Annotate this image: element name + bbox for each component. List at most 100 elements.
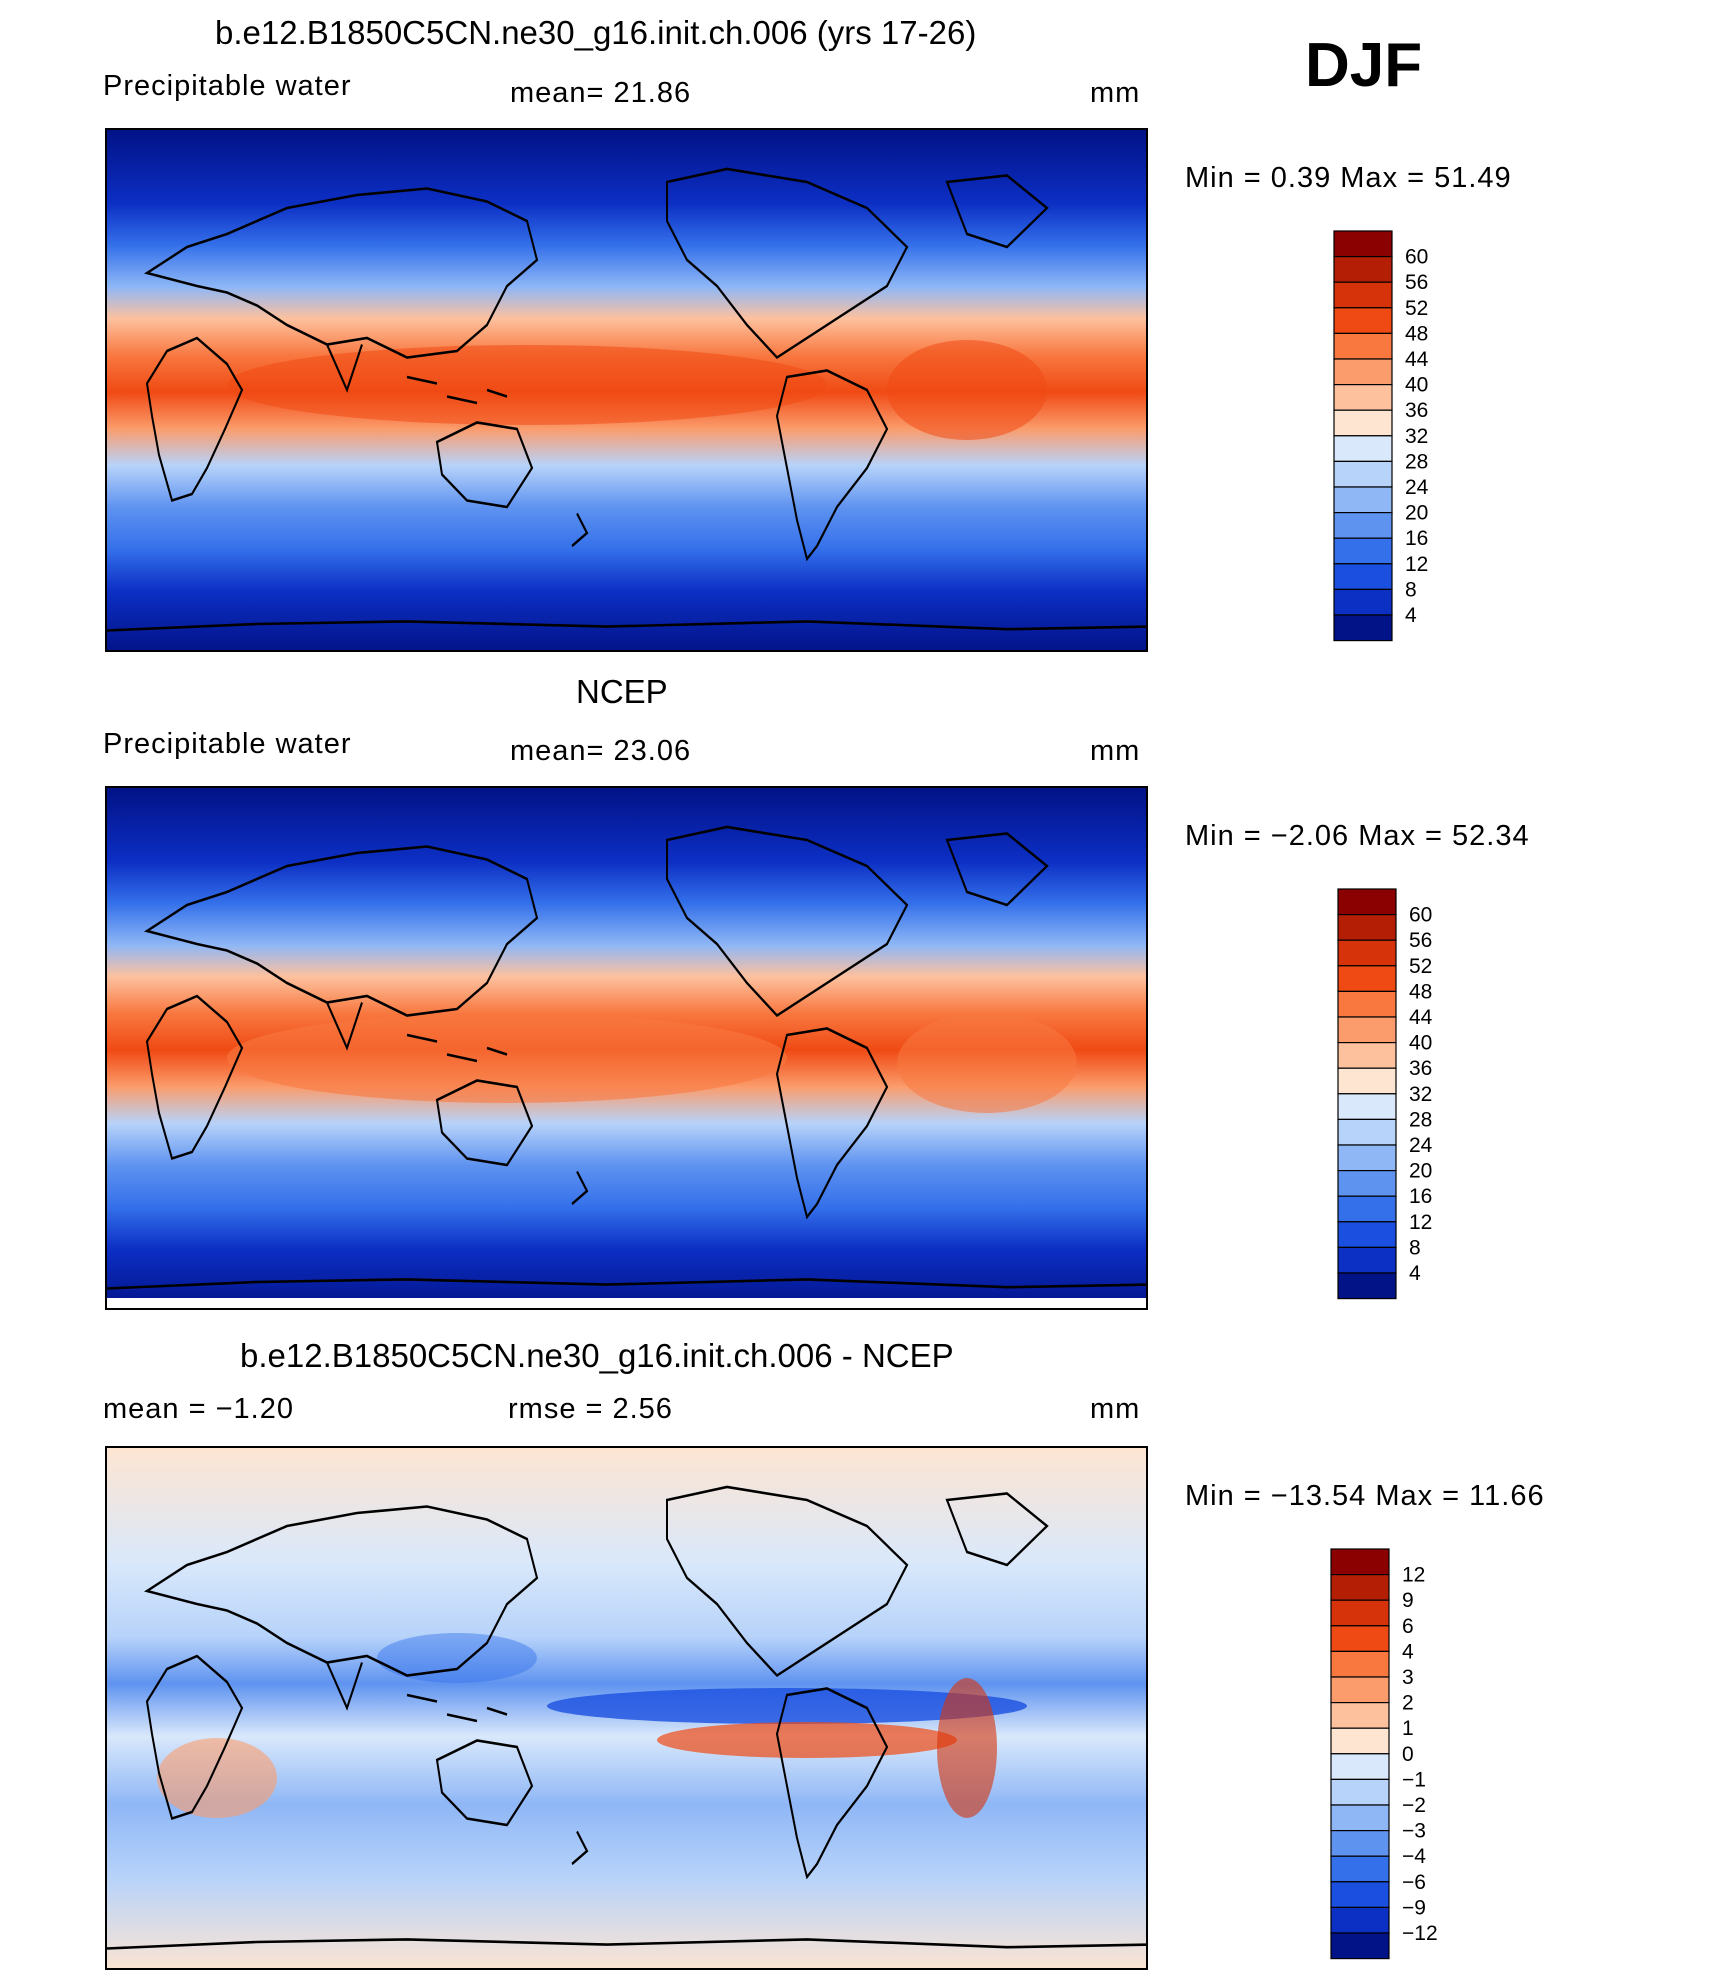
panel-1-colorbar-tick-label: 40 xyxy=(1405,374,1428,397)
panel-3-colorbar-swatch xyxy=(1330,1599,1390,1627)
panel-1-colorbar-tick-label: 4 xyxy=(1405,604,1417,627)
panel-3-colorbar-swatch xyxy=(1330,1804,1390,1832)
panel-1-colorbar-swatch xyxy=(1333,409,1393,437)
panel-3-colorbar-swatch xyxy=(1330,1932,1390,1960)
panel-2-variable-label: Precipitable water xyxy=(103,728,352,760)
panel-1-colorbar-swatch xyxy=(1333,281,1393,309)
panel-2-colorbar-swatch xyxy=(1337,1093,1397,1121)
panel-1-colorbar-swatch xyxy=(1333,512,1393,539)
season-label: DJF xyxy=(1305,31,1423,100)
panel-2-colorbar-swatch xyxy=(1337,1221,1397,1248)
panel-2-colorbar-swatch xyxy=(1337,1170,1397,1197)
panel-2-colorbar-swatch xyxy=(1337,914,1397,941)
panel-2-title: NCEP xyxy=(576,673,668,710)
panel-3-colorbar-tick-label: −12 xyxy=(1402,1922,1438,1945)
panel-3-colorbar-swatch xyxy=(1330,1855,1390,1883)
panel-3-colorbar-tick-label: −4 xyxy=(1402,1845,1426,1868)
panel-2-colorbar-swatch xyxy=(1337,1118,1397,1146)
panel-2-colorbar-tick-label: 12 xyxy=(1409,1211,1432,1234)
panel-2-colorbar-tick-label: 16 xyxy=(1409,1185,1432,1208)
panel-1-colorbar-swatch xyxy=(1333,256,1393,283)
panel-2-colorbar-swatch xyxy=(1337,939,1397,967)
panel-3-colorbar-tick-label: −1 xyxy=(1402,1768,1426,1791)
panel-2-colorbar-swatch xyxy=(1337,1067,1397,1095)
panel-3-colorbar-tick-label: 4 xyxy=(1402,1640,1414,1663)
panel-3-colorbar-tick-label: 0 xyxy=(1402,1743,1414,1766)
panel-2-colorbar-tick-label: 36 xyxy=(1409,1057,1432,1080)
panel-3-colorbar-tick-label: 9 xyxy=(1402,1589,1414,1612)
panel-1-colorbar-tick-label: 28 xyxy=(1405,450,1428,473)
panel-1-mean-label: mean= 21.86 xyxy=(510,77,692,109)
panel-3-colorbar-swatch xyxy=(1330,1906,1390,1934)
panel-2-colorbar-tick-label: 40 xyxy=(1409,1032,1432,1055)
panel-1-colorbar-swatch xyxy=(1333,358,1393,386)
panel-3-map xyxy=(105,1446,1148,1970)
panel-3-colorbar-swatch xyxy=(1330,1727,1390,1755)
panel-2-colorbar-tick-label: 44 xyxy=(1409,1006,1433,1029)
panel-1-colorbar-swatch xyxy=(1333,435,1393,463)
panel-3-units: mm xyxy=(1090,1393,1141,1425)
panel-3-title: b.e12.B1850C5CN.ne30_g16.init.ch.006 - N… xyxy=(240,1337,954,1374)
panel-2-colorbar-tick-label: 48 xyxy=(1409,980,1432,1003)
panel-1-colorbar-swatch xyxy=(1333,563,1393,590)
panel-1-colorbar-swatch xyxy=(1333,614,1393,642)
panel-2-colorbar-swatch xyxy=(1337,888,1397,916)
panel-2-map xyxy=(105,786,1148,1310)
panel-1-colorbar-swatch xyxy=(1333,460,1393,488)
panel-3-colorbar-swatch xyxy=(1330,1676,1390,1704)
panel-1-colorbar-swatch xyxy=(1333,230,1393,258)
panel-2-colorbar-swatch xyxy=(1337,1144,1397,1172)
panel-1-minmax: Min = 0.39 Max = 51.49 xyxy=(1185,162,1512,194)
panel-1-colorbar-tick-label: 56 xyxy=(1405,271,1428,294)
panel-1-colorbar-swatch xyxy=(1333,307,1393,335)
panel-1-colorbar-tick-label: 44 xyxy=(1405,348,1429,371)
panel-3-colorbar-tick-label: −6 xyxy=(1402,1871,1426,1894)
panel-2-units: mm xyxy=(1090,735,1141,767)
panel-3-colorbar-tick-label: −2 xyxy=(1402,1794,1426,1817)
panel-2-colorbar-swatch xyxy=(1337,1246,1397,1274)
panel-2-colorbar-tick-label: 52 xyxy=(1409,955,1432,978)
panel-1-variable-label: Precipitable water xyxy=(103,70,352,102)
panel-1-map xyxy=(105,128,1148,652)
panel-2-colorbar-tick-label: 8 xyxy=(1409,1236,1421,1259)
panel-1-colorbar-tick-label: 24 xyxy=(1405,476,1429,499)
panel-3-colorbar-swatch xyxy=(1330,1650,1390,1678)
panel-1-colorbar-tick-label: 60 xyxy=(1405,246,1428,269)
panel-3-colorbar-tick-label: 12 xyxy=(1402,1564,1425,1587)
panel-2-colorbar-tick-label: 28 xyxy=(1409,1108,1432,1131)
panel-2-colorbar: 60 56 52 48 44 40 36 32 28 24 20 16 12 8 4 xyxy=(1337,888,1477,1300)
panel-3-colorbar-swatch xyxy=(1330,1753,1390,1781)
panel-3-colorbar-swatch xyxy=(1330,1574,1390,1601)
panel-1-colorbar-swatch xyxy=(1333,537,1393,565)
panel-2-colorbar-tick-label: 56 xyxy=(1409,929,1432,952)
panel-1-colorbar-tick-label: 52 xyxy=(1405,297,1428,320)
panel-1-colorbar-tick-label: 20 xyxy=(1405,502,1428,525)
panel-1-colorbar-swatch xyxy=(1333,384,1393,411)
panel-1-colorbar-tick-label: 12 xyxy=(1405,553,1428,576)
panel-3-colorbar-tick-label: 6 xyxy=(1402,1615,1414,1638)
panel-1-colorbar-swatch xyxy=(1333,332,1393,360)
panel-3-colorbar: 12 9 6 4 3 2 1 0 −1 −2 −3 −4 −6 −9 −12 xyxy=(1330,1548,1470,1960)
panel-1-colorbar-tick-label: 48 xyxy=(1405,322,1428,345)
panel-3-mean-label: mean = −1.20 xyxy=(103,1393,294,1425)
panel-1-colorbar-tick-label: 16 xyxy=(1405,527,1428,550)
panel-1-units: mm xyxy=(1090,77,1141,109)
panel-1-colorbar-tick-label: 8 xyxy=(1405,578,1417,601)
panel-3-colorbar-tick-label: 2 xyxy=(1402,1692,1414,1715)
panel-2-colorbar-swatch xyxy=(1337,1042,1397,1069)
panel-2-colorbar-swatch xyxy=(1337,965,1397,993)
panel-2-colorbar-tick-label: 4 xyxy=(1409,1262,1421,1285)
panel-3-colorbar-swatch xyxy=(1330,1625,1390,1653)
panel-3-rmse-label: rmse = 2.56 xyxy=(508,1393,673,1425)
panel-2-colorbar-tick-label: 24 xyxy=(1409,1134,1433,1157)
panel-3-colorbar-tick-label: −3 xyxy=(1402,1820,1426,1843)
panel-3-colorbar-tick-label: 1 xyxy=(1402,1717,1414,1740)
panel-2-colorbar-tick-label: 32 xyxy=(1409,1083,1432,1106)
panel-3-minmax: Min = −13.54 Max = 11.66 xyxy=(1185,1480,1545,1512)
panel-1-colorbar-swatch xyxy=(1333,486,1393,514)
panel-3-colorbar-swatch xyxy=(1330,1881,1390,1908)
panel-2-minmax: Min = −2.06 Max = 52.34 xyxy=(1185,820,1530,852)
panel-1-title: b.e12.B1850C5CN.ne30_g16.init.ch.006 (yr… xyxy=(215,14,977,51)
panel-2-mean-label: mean= 23.06 xyxy=(510,735,692,767)
